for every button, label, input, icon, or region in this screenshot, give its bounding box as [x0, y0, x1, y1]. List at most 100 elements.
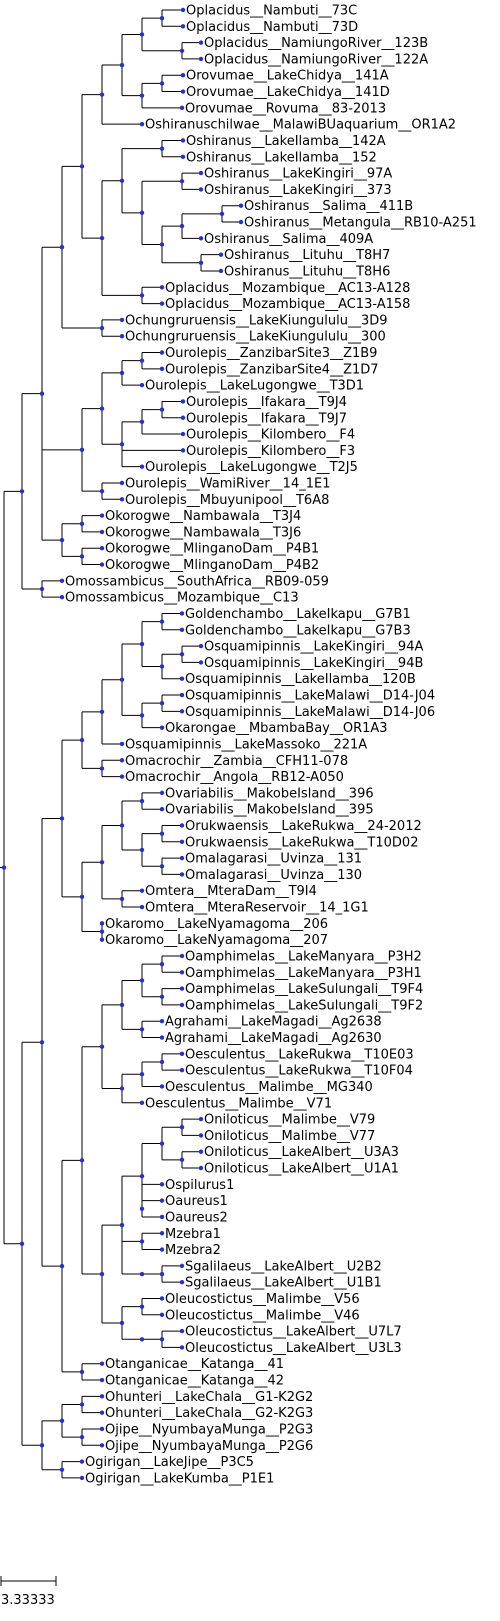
tree-nodes	[1, 7, 244, 1481]
internal-node	[59, 244, 65, 250]
leaf-label: Orukwaensis__LakeRukwa__T10D02	[185, 835, 418, 850]
leaf-node	[179, 953, 185, 959]
leaf-label: Mzebra2	[165, 1243, 221, 1258]
leaf-node	[198, 643, 204, 649]
leaf-label: Ovariabilis__MakobeIsland__396	[165, 786, 374, 801]
internal-node	[99, 1044, 105, 1049]
leaf-label: Oniloticus__LakeAlbert__U1A1	[204, 1162, 399, 1177]
internal-node	[79, 737, 85, 743]
leaf-label: Oleucostictus__Malimbe__V56	[165, 1292, 360, 1307]
internal-node	[159, 864, 165, 869]
internal-node	[159, 242, 165, 247]
leaf-label: Osquamipinnis__LakeIlamba__120B	[185, 672, 416, 687]
leaf-node	[179, 970, 185, 975]
internal-node	[99, 325, 105, 331]
internal-node	[59, 816, 65, 821]
leaf-node	[179, 709, 185, 714]
leaf-label: Mzebra1	[165, 1227, 221, 1242]
leaf-node	[179, 1067, 185, 1073]
internal-node	[19, 489, 25, 494]
leaf-node	[179, 1328, 185, 1334]
internal-node	[99, 1271, 105, 1277]
leaf-label: Omalagarasi__Uvinza__130	[185, 868, 362, 883]
leaf-label: Oshiranus__Lituhu__T8H7	[224, 248, 390, 263]
leaf-node	[198, 187, 204, 192]
scale-bar-label: 3.33333	[1, 1593, 55, 1608]
internal-node	[119, 178, 125, 183]
leaf-node	[198, 1149, 204, 1154]
leaf-label: Oplacidus__Mozambique__AC13-A128	[165, 281, 410, 296]
leaf-node	[79, 1459, 85, 1464]
leaf-node	[119, 741, 125, 747]
leaf-label: Oleucostictus__LakeAlbert__U7L7	[185, 1325, 402, 1340]
internal-node	[139, 1337, 145, 1342]
leaf-label: Okaromo__LakeNyamagoma__207	[105, 933, 328, 948]
internal-node	[79, 894, 85, 900]
leaf-label: Ohunteri__LakeChala__G1-K2G2	[105, 1390, 313, 1405]
leaf-node	[159, 1035, 165, 1040]
internal-node	[139, 1304, 145, 1309]
internal-node	[139, 978, 145, 983]
internal-node	[139, 358, 145, 363]
internal-node	[159, 664, 165, 669]
leaf-label: Oplacidus__NamiungoRiver__123B	[204, 36, 428, 51]
leaf-label: Omacrochir__Zambia__CFH11-078	[125, 754, 348, 769]
internal-node	[179, 223, 185, 229]
internal-node	[139, 847, 145, 853]
leaf-label: Ourolepis__Ifakara__T9J7	[186, 411, 347, 426]
leaf-node	[179, 627, 185, 632]
leaf-label: Oshiranus__LakeIlamba__152	[186, 150, 377, 165]
leaf-label: Oshiranus__LakeIlamba__142A	[186, 134, 386, 149]
internal-node	[79, 1434, 85, 1440]
internal-node	[139, 713, 145, 718]
leaf-node	[179, 611, 185, 616]
leaf-node	[99, 921, 105, 926]
leaf-label: Osquamipinnis__LakeMassoko__221A	[125, 737, 367, 752]
leaf-node	[198, 236, 204, 241]
leaf-node	[179, 1345, 185, 1350]
internal-node	[159, 1141, 165, 1146]
internal-node	[119, 442, 125, 447]
leaf-label: Sgalilaeus__LakeAlbert__U1B1	[185, 1276, 382, 1291]
internal-node	[159, 1271, 165, 1277]
leaf-label: Orukwaensis__LakeRukwa__24-2012	[185, 819, 422, 834]
leaf-label: Oplacidus__Mozambique__AC13-A158	[165, 297, 410, 312]
leaf-node	[99, 1410, 105, 1415]
internal-node	[139, 641, 145, 647]
leaf-node	[179, 1051, 185, 1057]
internal-node	[79, 447, 85, 453]
leaf-label: Orovumae__Rovuma__83-2013	[185, 101, 386, 116]
leaf-label: Omtera__MteraDam__T9I4	[145, 884, 317, 899]
leaf-label: Oesculentus__LakeRukwa__T10F04	[185, 1064, 413, 1079]
leaf-node	[99, 1426, 105, 1432]
internal-node	[139, 32, 145, 37]
leaf-label: Oamphimelas__LakeManyara__P3H2	[185, 949, 422, 964]
leaf-label: Ourolepis__LakeLugongwe__T2J5	[145, 460, 358, 475]
leaf-node	[180, 154, 186, 159]
leaf-node	[179, 676, 185, 681]
leaf-label: Ogirigan__LakeKumba__P1E1	[85, 1471, 274, 1486]
leaf-node	[179, 839, 185, 845]
internal-node	[219, 211, 225, 217]
leaf-node	[180, 7, 186, 13]
leaf-label: Agrahami__LakeMagadi__Ag2630	[165, 1031, 382, 1046]
leaf-label: Oamphimelas__LakeSulungali__T9F4	[185, 982, 423, 997]
internal-node	[79, 521, 85, 526]
internal-node	[99, 92, 105, 97]
leaf-label: Sgalilaeus__LakeAlbert__U2B2	[185, 1259, 382, 1274]
internal-node	[79, 1369, 85, 1375]
leaf-node	[159, 1198, 165, 1203]
leaf-label: Ohunteri__LakeChala__G2-K2G3	[105, 1406, 313, 1421]
leaf-node	[180, 448, 186, 453]
leaf-label: Ourolepis__Kilombero__F3	[186, 444, 355, 459]
internal-node	[139, 1072, 145, 1077]
leaf-node	[159, 725, 165, 730]
leaf-label: Ochungruruensis__LakeKiungululu__300	[125, 330, 386, 345]
internal-node	[159, 1337, 165, 1342]
internal-node	[59, 1263, 65, 1269]
leaf-node	[159, 1182, 165, 1187]
leaf-label: Oesculentus__Malimbe__MG340	[165, 1080, 373, 1095]
leaf-label: Okorogwe__MlinganoDam__P4B1	[105, 542, 319, 557]
leaf-label: Ourolepis__Mbuyunipool__T6A8	[125, 493, 329, 508]
internal-node	[159, 407, 165, 412]
